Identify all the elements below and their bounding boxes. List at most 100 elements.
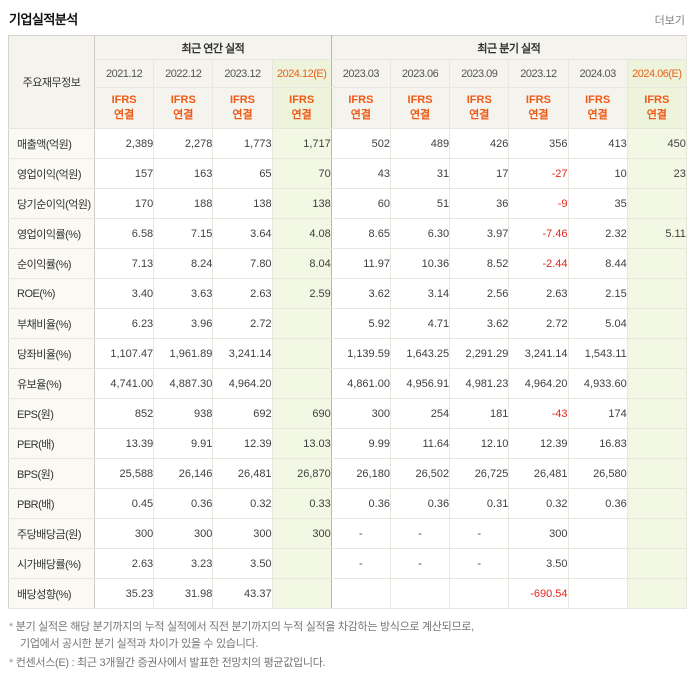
standard-header: IFRS 연결 [627,87,687,129]
cell: 181 [449,398,510,429]
cell: 0.32 [212,488,273,519]
column-header: 2023.12 [508,59,569,88]
cell [627,338,687,369]
cell: 26,180 [331,458,391,489]
cell: 2,291.29 [449,338,510,369]
section-header: 기업실적분석 더보기 [8,6,686,35]
cell: - [449,518,510,549]
more-link[interactable]: 더보기 [654,15,685,27]
cell [627,518,687,549]
row-label: 매출액(억원) [8,128,95,159]
cell: -9 [508,188,569,219]
row-label: 영업이익(억원) [8,158,95,189]
cell: 23 [627,158,687,189]
cell: 11.64 [390,428,451,459]
row-label: 당기순이익(억원) [8,188,95,219]
cell: 188 [153,188,214,219]
cell: 5.04 [568,308,628,339]
cell: 6.58 [94,218,155,249]
table-row: 당기순이익(억원) 170 188 138 138 60 51 36 -9 35 [8,188,687,219]
row-label: PBR(배) [8,488,95,519]
row-label: 영업이익률(%) [8,218,95,249]
cell: 0.31 [449,488,510,519]
cell: 2.63 [94,548,155,579]
cell: 31.98 [153,578,214,609]
table-row: 당좌비율(%) 1,107.47 1,961.89 3,241.14 1,139.59 1… [8,338,687,369]
cell: 3.62 [449,308,510,339]
standard-header: IFRS 연결 [94,87,155,129]
standard-header: IFRS 연결 [331,87,391,129]
cell: 26,870 [272,458,332,489]
cell: 3.50 [508,548,569,579]
cell: 413 [568,128,628,159]
row-label: 주당배당금(원) [8,518,95,549]
table-row: 유보율(%) 4,741.00 4,887.30 4,964.20 4,861.00 4,… [8,368,687,399]
group-header: 최근 연간 실적 [94,35,332,60]
cell: 170 [94,188,155,219]
footnote: * 컨센서스(E) : 최근 3개월간 증권사에서 발표한 전망치의 평균값입니… [9,657,326,670]
cell [627,578,687,609]
cell: - [331,548,391,579]
cell: 16.83 [568,428,628,459]
cell: 2.72 [508,308,569,339]
cell [627,248,687,279]
cell: 8.24 [153,248,214,279]
cell [272,578,332,609]
cell: 300 [508,518,569,549]
standard-header: IFRS 연결 [508,87,569,129]
cell: 2,278 [153,128,214,159]
cell [627,428,687,459]
cell: 1,961.89 [153,338,214,369]
cell: 12.10 [449,428,510,459]
row-label: PER(배) [8,428,95,459]
cell: 43 [331,158,391,189]
cell: 690 [272,398,332,429]
cell: 3.96 [153,308,214,339]
cell: 1,543.11 [568,338,628,369]
cell: 4,981.23 [449,368,510,399]
column-header: 2024.12(E) [272,59,332,88]
cell: 7.15 [153,218,214,249]
row-label: 유보율(%) [8,368,95,399]
row-label: BPS(원) [8,458,95,489]
cell: 10 [568,158,628,189]
footnote-bullet: * [9,657,16,670]
cell: -2.44 [508,248,569,279]
cell [568,518,628,549]
table-row: BPS(원) 25,588 26,146 26,481 26,870 26,180 26,5… [8,458,687,489]
cell: - [449,548,510,579]
cell: 11.97 [331,248,391,279]
standard-header: IFRS 연결 [212,87,273,129]
cell [627,308,687,339]
cell: 3,241.14 [212,338,273,369]
cell: 450 [627,128,687,159]
cell: 7.13 [94,248,155,279]
cell: 36 [449,188,510,219]
cell [390,578,451,609]
cell: -43 [508,398,569,429]
cell: 7.80 [212,248,273,279]
cell: 2,389 [94,128,155,159]
cell: 692 [212,398,273,429]
cell [331,578,391,609]
cell: 1,643.25 [390,338,451,369]
cell: - [390,548,451,579]
cell: 8.04 [272,248,332,279]
footnote: * 분기 실적은 해당 분기까지의 누적 실적에서 직전 분기까지의 누적 실적… [9,621,474,651]
cell: 2.72 [212,308,273,339]
cell: 1,717 [272,128,332,159]
standard-header: IFRS 연결 [272,87,332,129]
cell: 12.39 [212,428,273,459]
cell: 12.39 [508,428,569,459]
cell [568,578,628,609]
cell: 2.59 [272,278,332,309]
cell [627,488,687,519]
page-title: 기업실적분석 [9,12,78,27]
cell: 254 [390,398,451,429]
standard-header: IFRS 연결 [153,87,214,129]
cell: 1,139.59 [331,338,391,369]
cell: 5.92 [331,308,391,339]
table-row: 영업이익률(%) 6.58 7.15 3.64 4.08 8.65 6.30 3.97 -7.4… [8,218,687,249]
cell: -7.46 [508,218,569,249]
cell: 25,588 [94,458,155,489]
